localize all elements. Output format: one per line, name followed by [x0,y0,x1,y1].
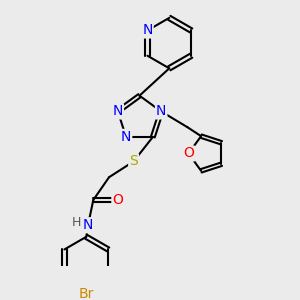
Text: H: H [72,216,82,229]
Text: N: N [112,104,123,118]
Text: O: O [183,146,194,161]
Text: N: N [121,130,131,144]
Text: N: N [142,23,153,38]
Text: Br: Br [79,286,94,300]
Text: N: N [83,218,93,232]
Text: O: O [112,193,123,207]
Text: N: N [156,104,166,118]
Text: S: S [129,154,138,168]
